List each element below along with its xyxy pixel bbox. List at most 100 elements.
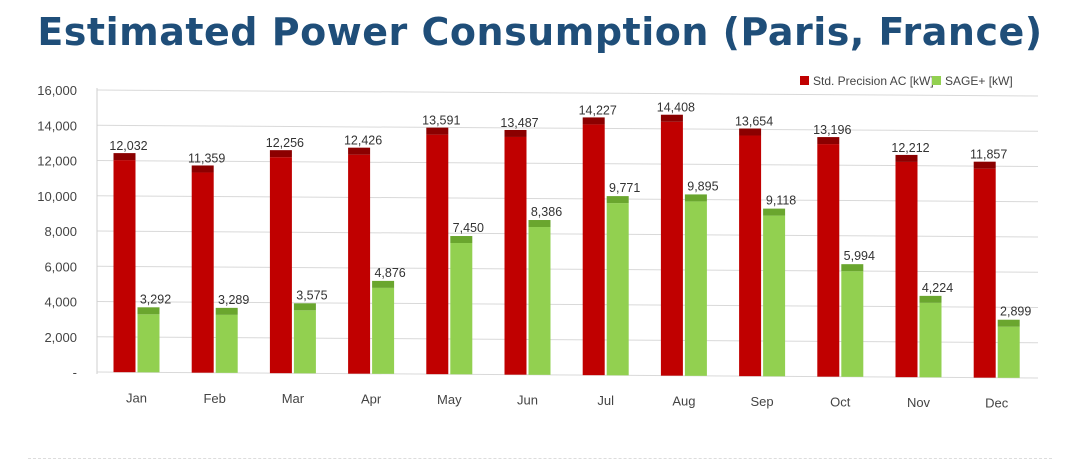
y-tick-label: 6,000: [44, 259, 77, 274]
bar-std-ac-top: [348, 147, 371, 155]
data-label-sage: 9,118: [766, 194, 796, 208]
data-label-std-ac: 13,196: [813, 123, 851, 137]
bar-std-ac-top: [660, 114, 683, 122]
data-label-sage: 2,899: [1000, 305, 1031, 319]
bar-sage: [919, 302, 942, 378]
x-tick-label: Dec: [985, 396, 1009, 411]
bar-std-ac: [582, 124, 605, 376]
data-label-std-ac: 13,654: [735, 115, 773, 129]
bar-std-ac-top: [113, 153, 136, 161]
bar-sage-top: [372, 280, 395, 288]
bar-sage-top: [997, 319, 1020, 327]
data-label-sage: 4,224: [922, 281, 953, 295]
bar-std-ac-top: [739, 128, 762, 136]
bar-sage: [293, 310, 316, 374]
data-label-std-ac: 13,487: [500, 116, 538, 130]
x-tick-label: May: [437, 392, 462, 407]
bar-std-ac: [660, 121, 683, 376]
data-label-sage: 3,292: [140, 292, 171, 306]
data-label-sage: 8,386: [531, 205, 562, 219]
bar-sage-top: [450, 236, 473, 244]
data-label-sage: 4,876: [374, 266, 405, 280]
bar-std-ac: [348, 154, 371, 374]
gridline: [96, 89, 1039, 97]
bar-std-ac-top: [895, 154, 918, 162]
data-label-sage: 5,994: [844, 249, 875, 263]
legend-label-sage: SAGE+ [kW]: [945, 74, 1013, 88]
bar-sage-top: [215, 307, 238, 315]
bar-std-ac-top: [504, 129, 527, 137]
gridline: [96, 265, 1039, 273]
gridline: [96, 124, 1039, 132]
x-tick-label: Aug: [672, 394, 695, 409]
y-tick-label: 4,000: [44, 295, 77, 310]
gridline: [96, 336, 1039, 344]
gridline: [96, 230, 1039, 238]
data-label-std-ac: 11,359: [188, 151, 225, 165]
y-tick-label: 16,000: [37, 83, 77, 98]
data-label-sage: 9,895: [687, 179, 718, 193]
data-label-sage: 3,289: [218, 293, 249, 307]
bar-std-ac-top: [426, 127, 449, 135]
gridline: [96, 195, 1039, 203]
x-tick-label: Feb: [203, 391, 225, 406]
bar-sage: [372, 287, 395, 374]
y-tick-label: 12,000: [37, 154, 77, 169]
legend-swatch-std-ac: [800, 76, 809, 85]
data-label-std-ac: 12,426: [344, 134, 382, 148]
legend-label-std-ac: Std. Precision AC [kW]: [813, 74, 934, 88]
bar-sage-top: [528, 220, 551, 228]
bar-std-ac-top: [269, 150, 292, 158]
bar-std-ac-top: [582, 117, 605, 125]
bar-sage-top: [137, 307, 160, 315]
bar-std-ac-top: [817, 137, 840, 145]
data-label-sage: 9,771: [609, 181, 640, 195]
x-tick-label: Sep: [751, 394, 774, 409]
bar-sage-top: [606, 196, 629, 204]
bar-std-ac: [504, 136, 527, 375]
y-tick-label: 14,000: [37, 118, 77, 133]
bar-std-ac: [739, 135, 762, 377]
bar-sage-top: [841, 264, 864, 272]
gridline: [96, 371, 1039, 379]
x-tick-label: Jan: [126, 390, 147, 405]
gridline: [96, 160, 1039, 167]
legend-swatch-sage: [932, 76, 941, 85]
x-tick-label: Mar: [282, 391, 305, 406]
bar-std-ac: [191, 172, 214, 373]
bar-sage: [450, 243, 473, 375]
x-tick-label: Jul: [597, 393, 614, 408]
data-label-std-ac: 12,212: [891, 141, 929, 155]
bar-std-ac: [973, 168, 996, 378]
bar-sage: [215, 314, 238, 373]
data-label-std-ac: 11,857: [970, 148, 1007, 162]
bar-sage-top: [763, 208, 786, 216]
bar-sage-top: [684, 194, 707, 202]
data-label-sage: 3,575: [296, 288, 327, 302]
bar-sage: [841, 271, 864, 377]
y-tick-label: 10,000: [37, 189, 77, 204]
bar-sage: [763, 215, 786, 377]
bar-std-ac-top: [191, 165, 214, 173]
data-label-sage: 7,450: [453, 221, 484, 235]
gridline: [96, 301, 1039, 308]
bar-sage-top: [293, 303, 316, 311]
x-tick-label: Nov: [907, 395, 931, 410]
bar-sage-top: [919, 295, 942, 303]
x-tick-label: Oct: [830, 395, 851, 410]
bar-sage: [997, 326, 1020, 378]
bar-sage: [137, 314, 160, 373]
bar-sage: [606, 203, 629, 376]
data-label-std-ac: 12,256: [266, 136, 304, 150]
data-label-std-ac: 14,408: [657, 101, 695, 115]
footer-divider: [28, 458, 1052, 459]
x-tick-label: Jun: [517, 393, 538, 408]
x-tick-label: Apr: [361, 392, 382, 407]
bar-std-ac: [269, 157, 292, 374]
y-tick-label: 2,000: [44, 330, 77, 345]
data-label-std-ac: 12,032: [109, 139, 147, 153]
bar-std-ac: [817, 144, 840, 377]
bar-sage: [684, 201, 707, 376]
bar-sage: [528, 227, 551, 375]
bar-std-ac-top: [973, 161, 996, 169]
